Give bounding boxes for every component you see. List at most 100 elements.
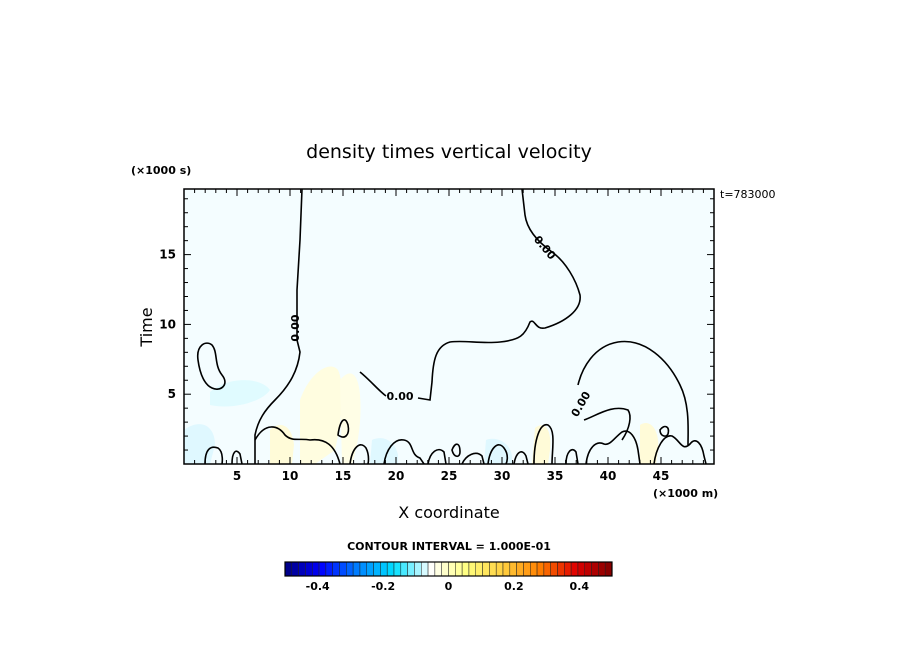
- contour-line: [533, 424, 554, 464]
- colorbar-swatch: [332, 561, 340, 577]
- y-unit-label: (×1000 s): [131, 164, 191, 177]
- colorbar-swatch: [557, 561, 565, 577]
- x-tick-label: 30: [494, 469, 511, 483]
- colorbar-tick-label: 0.2: [504, 580, 524, 593]
- contour-line: [337, 419, 350, 438]
- contour-line: [577, 340, 689, 446]
- colorbar-swatch: [359, 561, 367, 577]
- colorbar-swatch: [434, 561, 442, 577]
- colorbar-swatch: [448, 561, 456, 577]
- colorbar-tick-label: -0.4: [306, 580, 330, 593]
- contour-line: [383, 439, 425, 464]
- colorbar-swatch: [550, 561, 558, 577]
- contour-line: [231, 450, 243, 464]
- colorbar-swatch: [400, 561, 408, 577]
- colorbar-swatch: [407, 561, 415, 577]
- shading-patch-yellow: [270, 425, 294, 464]
- shading-patch-blue: [370, 438, 398, 464]
- colorbar-tick-label: -0.2: [371, 580, 395, 593]
- colorbar-swatch: [421, 561, 429, 577]
- contour-label: 0.00: [386, 390, 413, 403]
- x-tick-label: 40: [600, 469, 617, 483]
- colorbar-swatch: [346, 561, 354, 577]
- contour-line: [349, 444, 370, 464]
- colorbar: [284, 561, 613, 577]
- colorbar-swatch: [475, 561, 483, 577]
- x-axis: 5 10 15 20 25 30 35 40 45: [194, 189, 704, 483]
- colorbar-swatch: [373, 561, 381, 577]
- colorbar-swatch: [536, 561, 545, 577]
- colorbar-swatch: [564, 561, 572, 577]
- contour-lines: [196, 189, 707, 464]
- colorbar-swatch: [530, 561, 538, 577]
- y-tick-label: 15: [159, 248, 176, 262]
- x-tick-label: 10: [282, 469, 299, 483]
- x-tick-label: 20: [388, 469, 405, 483]
- plot-area: [184, 189, 714, 464]
- chart-title: density times vertical velocity: [306, 141, 592, 163]
- colorbar-swatch: [461, 561, 470, 577]
- colorbar-ticks: -0.4 -0.2 0 0.2 0.4: [306, 580, 590, 593]
- timestamp-label: t=783000: [720, 188, 776, 201]
- contour-line: [565, 448, 579, 464]
- x-tick-label: 25: [441, 469, 458, 483]
- colorbar-swatch: [468, 561, 476, 577]
- colorbar-swatch: [305, 561, 313, 577]
- colorbar-swatch: [339, 561, 347, 577]
- contour-line: [487, 444, 509, 464]
- y-axis: 5 10 15: [159, 198, 714, 465]
- colorbar-swatch: [482, 561, 490, 577]
- colorbar-swatch: [298, 561, 306, 577]
- x-axis-label: X coordinate: [398, 503, 499, 522]
- colorbar-tick-label: 0.4: [570, 580, 590, 593]
- colorbar-tick-label: 0: [445, 580, 453, 593]
- y-tick-label: 5: [168, 387, 176, 401]
- colorbar-swatch: [393, 561, 402, 577]
- colorbar-swatch: [386, 561, 395, 577]
- x-tick-label: 5: [233, 469, 241, 483]
- colorbar-swatch: [584, 561, 592, 577]
- colorbar-swatch: [414, 561, 422, 577]
- shading-patch-yellow: [340, 373, 361, 464]
- x-tick-label: 35: [547, 469, 564, 483]
- contour-line: [417, 189, 581, 401]
- colorbar-swatch: [318, 561, 327, 577]
- colorbar-swatch: [352, 561, 361, 577]
- shading-patch-yellow: [640, 422, 659, 464]
- y-tick-label: 10: [159, 317, 176, 331]
- shading-patch-blue: [484, 438, 512, 464]
- colorbar-swatch: [604, 561, 613, 577]
- contour-line: [427, 448, 447, 464]
- colorbar-swatch: [543, 561, 551, 577]
- shading-patch-yellow: [532, 425, 551, 464]
- x-unit-label: (×1000 m): [653, 487, 718, 500]
- colorbar-swatch: [441, 561, 449, 577]
- colorbar-swatch: [570, 561, 579, 577]
- contour-line: [451, 443, 461, 458]
- colorbar-swatch: [325, 561, 333, 577]
- colorbar-swatch: [284, 561, 293, 577]
- contour-line: [513, 451, 529, 464]
- colorbar-swatch: [598, 561, 606, 577]
- contour-line: [583, 407, 631, 441]
- colorbar-frame: [284, 561, 613, 577]
- shading-patch-blue: [210, 380, 270, 407]
- field-background: [184, 189, 714, 464]
- contour-line: [204, 446, 224, 464]
- colorbar-swatch: [523, 561, 531, 577]
- colorbar-swatch: [366, 561, 374, 577]
- colorbar-swatch: [516, 561, 524, 577]
- contour-line: [196, 342, 226, 390]
- colorbar-swatch: [489, 561, 497, 577]
- contour-line: [653, 435, 707, 464]
- colorbar-swatch: [312, 561, 320, 577]
- colorbar-swatch: [291, 561, 299, 577]
- contour-line: [585, 430, 641, 464]
- contour-line: [254, 426, 341, 464]
- colorbar-swatch: [427, 561, 436, 577]
- contour-line: [461, 452, 485, 464]
- contour-interval-label: CONTOUR INTERVAL = 1.000E-01: [347, 540, 551, 553]
- colorbar-swatch: [577, 561, 585, 577]
- contour-label: 0.00: [289, 314, 302, 341]
